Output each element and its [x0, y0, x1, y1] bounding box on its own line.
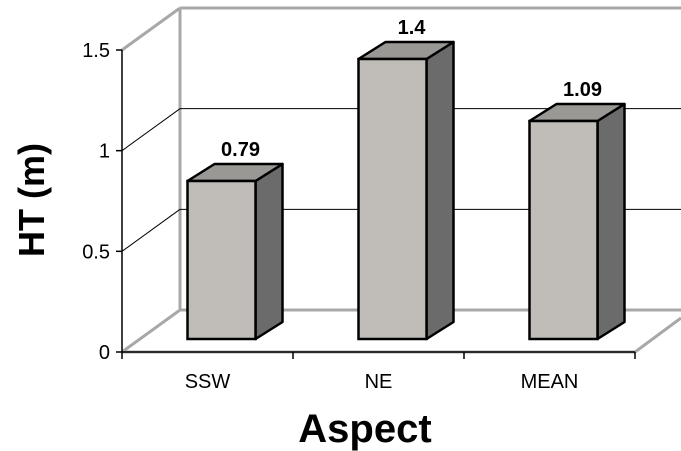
bar-side: [596, 102, 626, 341]
data-label: 1.09: [563, 79, 602, 101]
y-tick-label: 0.5: [82, 241, 110, 263]
y-ticks: 0 0.5 1 1.5: [82, 40, 122, 364]
bar-side: [254, 162, 284, 341]
x-tick-label: NE: [365, 371, 393, 393]
y-tick-label: 0: [99, 342, 110, 364]
value-labels: 0.79 1.4 1.09: [221, 17, 602, 161]
floor-left-edge: [121, 308, 181, 354]
bars: [186, 40, 626, 341]
floor-right-edge: [634, 316, 681, 354]
x-axis-title: Aspect: [298, 407, 431, 451]
data-label: 0.79: [221, 139, 260, 161]
side-wall-top-edge: [121, 6, 181, 52]
y-tick-label: 1: [99, 141, 110, 163]
data-label: 1.4: [398, 17, 427, 39]
gridline-diagonal: [121, 208, 181, 252]
bar-ssw: [186, 162, 284, 341]
bar-front: [528, 119, 599, 341]
x-tick-label: MEAN: [521, 371, 579, 393]
bar-side: [425, 40, 455, 341]
bar-ne: [357, 40, 455, 341]
bar-front: [357, 57, 428, 341]
x-tick-label: SSW: [185, 371, 231, 393]
bar-front: [186, 179, 257, 341]
y-tick-label: 1.5: [82, 40, 110, 62]
category-labels: SSW NE MEAN: [185, 371, 579, 393]
y-axis-title: HT (m): [11, 143, 52, 257]
gridline-diagonal: [121, 108, 181, 152]
x-ticks: [121, 352, 636, 359]
bar-mean: [528, 102, 626, 341]
